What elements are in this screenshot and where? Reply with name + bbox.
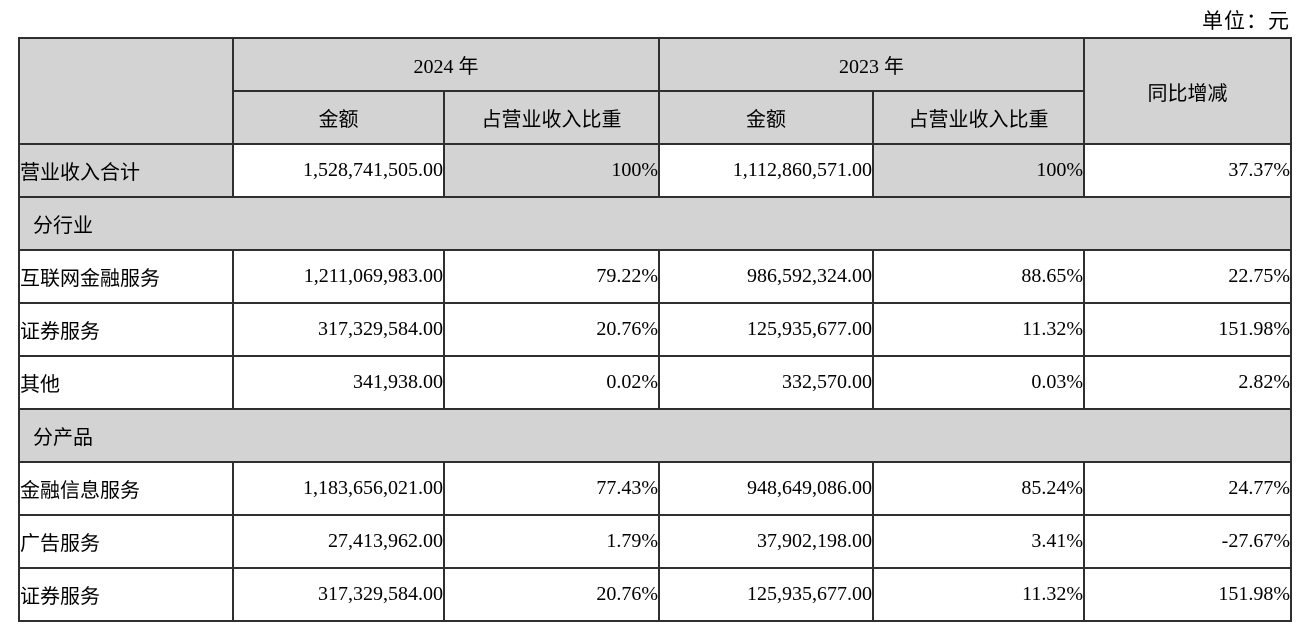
table-row: 证券服务 317,329,584.00 20.76% 125,935,677.0…: [18, 567, 1292, 622]
yoy-cell: 151.98%: [1083, 567, 1292, 622]
amount-2023-cell: 1,112,860,571.00: [658, 143, 874, 198]
amount-2023-header: 金额: [658, 90, 874, 145]
ratio-2024-cell: 100%: [443, 143, 660, 198]
section-title: 分产品: [18, 408, 1292, 463]
table-row: 证券服务 317,329,584.00 20.76% 125,935,677.0…: [18, 302, 1292, 357]
ratio-2024-header: 占营业收入比重: [443, 90, 660, 145]
row-label: 互联网金融服务: [18, 249, 234, 304]
ratio-2023-header: 占营业收入比重: [872, 90, 1085, 145]
table-row: 广告服务 27,413,962.00 1.79% 37,902,198.00 3…: [18, 514, 1292, 569]
table-row: 金融信息服务 1,183,656,021.00 77.43% 948,649,0…: [18, 461, 1292, 516]
amount-2024-cell: 1,528,741,505.00: [232, 143, 445, 198]
amount-2024-cell: 317,329,584.00: [232, 302, 445, 357]
amount-2023-cell: 948,649,086.00: [658, 461, 874, 516]
row-label: 营业收入合计: [18, 143, 234, 198]
yoy-cell: -27.67%: [1083, 514, 1292, 569]
row-label: 广告服务: [18, 514, 234, 569]
ratio-2023-cell: 100%: [872, 143, 1085, 198]
section-row-by-industry: 分行业: [18, 196, 1292, 251]
ratio-2023-cell: 3.41%: [872, 514, 1085, 569]
amount-2024-cell: 27,413,962.00: [232, 514, 445, 569]
ratio-2024-cell: 20.76%: [443, 567, 660, 622]
table-row-total: 营业收入合计 1,528,741,505.00 100% 1,112,860,5…: [18, 143, 1292, 198]
row-label: 证券服务: [18, 567, 234, 622]
ratio-2023-cell: 11.32%: [872, 567, 1085, 622]
row-label: 其他: [18, 355, 234, 410]
ratio-2024-cell: 20.76%: [443, 302, 660, 357]
amount-2023-cell: 332,570.00: [658, 355, 874, 410]
unit-label: 单位：元: [1202, 9, 1290, 33]
amount-2024-header: 金额: [232, 90, 445, 145]
ratio-2023-cell: 0.03%: [872, 355, 1085, 410]
revenue-breakdown-table: 2024 年 2023 年 同比增减 金额 占营业收入比重 金额 占营业收入比重…: [18, 37, 1292, 622]
yoy-cell: 22.75%: [1083, 249, 1292, 304]
ratio-2023-cell: 88.65%: [872, 249, 1085, 304]
ratio-2023-cell: 85.24%: [872, 461, 1085, 516]
amount-2023-cell: 125,935,677.00: [658, 302, 874, 357]
section-row-by-product: 分产品: [18, 408, 1292, 463]
header-row-years: 2024 年 2023 年 同比增减: [18, 37, 1292, 145]
row-label: 证券服务: [18, 302, 234, 357]
yoy-cell: 151.98%: [1083, 302, 1292, 357]
amount-2023-cell: 986,592,324.00: [658, 249, 874, 304]
yoy-cell: 2.82%: [1083, 355, 1292, 410]
header-row-subcolumns: 金额 占营业收入比重 金额 占营业收入比重: [19, 90, 1291, 145]
corner-cell: [18, 37, 234, 145]
amount-2024-cell: 341,938.00: [232, 355, 445, 410]
ratio-2024-cell: 79.22%: [443, 249, 660, 304]
ratio-2024-cell: 77.43%: [443, 461, 660, 516]
ratio-2024-cell: 0.02%: [443, 355, 660, 410]
yoy-cell: 24.77%: [1083, 461, 1292, 516]
ratio-2024-cell: 1.79%: [443, 514, 660, 569]
row-label: 金融信息服务: [18, 461, 234, 516]
table-row: 互联网金融服务 1,211,069,983.00 79.22% 986,592,…: [18, 249, 1292, 304]
yoy-header: 同比增减: [1083, 37, 1292, 145]
year-2024-header: 2024 年: [232, 37, 660, 92]
table-row: 其他 341,938.00 0.02% 332,570.00 0.03% 2.8…: [18, 355, 1292, 410]
section-title: 分行业: [18, 196, 1292, 251]
amount-2023-cell: 37,902,198.00: [658, 514, 874, 569]
amount-2024-cell: 1,183,656,021.00: [232, 461, 445, 516]
year-2023-header: 2023 年: [658, 37, 1085, 92]
amount-2024-cell: 317,329,584.00: [232, 567, 445, 622]
amount-2023-cell: 125,935,677.00: [658, 567, 874, 622]
ratio-2023-cell: 11.32%: [872, 302, 1085, 357]
amount-2024-cell: 1,211,069,983.00: [232, 249, 445, 304]
yoy-cell: 37.37%: [1083, 143, 1292, 198]
